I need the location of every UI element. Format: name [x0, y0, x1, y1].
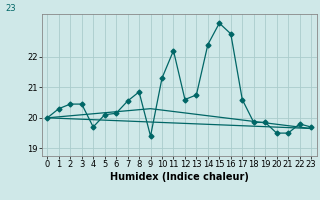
Text: 23: 23 [6, 4, 16, 13]
X-axis label: Humidex (Indice chaleur): Humidex (Indice chaleur) [110, 172, 249, 182]
